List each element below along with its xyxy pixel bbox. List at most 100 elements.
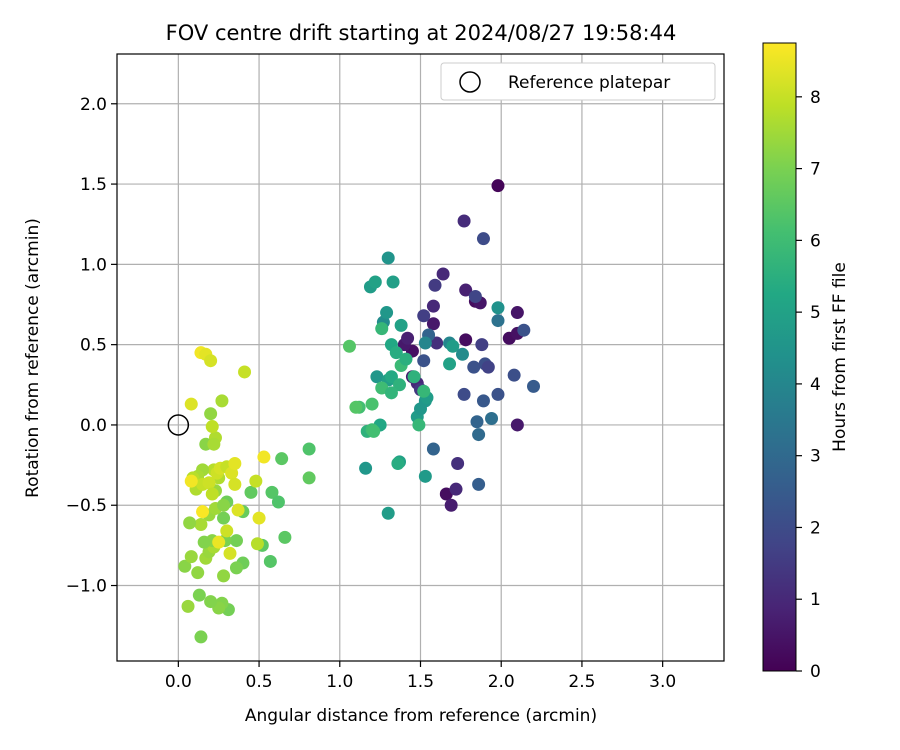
data-point <box>457 214 471 228</box>
data-point <box>491 179 505 193</box>
data-point <box>370 370 384 384</box>
data-point <box>426 317 440 331</box>
data-point <box>229 561 243 575</box>
data-point <box>485 412 499 426</box>
data-point <box>217 511 231 525</box>
colorbar-ticks: 0 1 2 3 4 5 6 7 8 <box>796 88 821 682</box>
data-point <box>244 485 258 499</box>
data-point <box>491 387 505 401</box>
data-point <box>204 595 218 609</box>
chart-title: FOV centre drift starting at 2024/08/27 … <box>166 21 677 45</box>
x-tick-label: 1.0 <box>326 672 353 692</box>
data-point <box>417 384 431 398</box>
data-point <box>381 251 395 265</box>
data-point <box>228 456 242 470</box>
x-tick-label: 1.5 <box>407 672 434 692</box>
data-point <box>384 370 398 384</box>
data-point <box>367 424 381 438</box>
data-point <box>476 394 490 408</box>
data-point <box>257 450 271 464</box>
reference-marker <box>167 414 190 436</box>
colorbar-label: Hours from first FF file <box>830 262 850 452</box>
data-point <box>278 530 292 544</box>
data-point <box>491 301 505 315</box>
data-point <box>399 352 413 366</box>
data-point <box>252 511 266 525</box>
y-tick-label: 1.5 <box>80 175 107 195</box>
data-point <box>205 487 219 501</box>
data-point <box>470 415 484 429</box>
colorbar-tick-label: 3 <box>810 447 821 467</box>
data-point <box>481 360 495 374</box>
data-point <box>202 476 216 490</box>
data-point <box>184 397 198 411</box>
data-point <box>412 418 426 432</box>
data-point <box>229 534 243 548</box>
data-point <box>265 485 279 499</box>
data-point <box>220 524 234 538</box>
y-tick-label: 0.5 <box>80 336 107 356</box>
data-point <box>446 339 460 353</box>
data-point <box>181 599 195 613</box>
data-point <box>443 357 457 371</box>
y-tick-label: 0.0 <box>80 416 107 436</box>
legend-box <box>440 62 716 101</box>
data-point <box>467 360 481 374</box>
data-point <box>228 477 242 491</box>
y-axis-label: Rotation from reference (arcmin) <box>23 218 43 498</box>
colorbar-tick-label: 1 <box>810 590 821 610</box>
data-point <box>459 333 473 347</box>
data-point <box>381 506 395 520</box>
data-point <box>417 354 431 368</box>
data-point <box>491 314 505 328</box>
data-point <box>375 381 389 395</box>
data-point <box>191 566 205 580</box>
colorbar-gradient <box>762 42 797 672</box>
legend-reference-icon <box>459 71 481 93</box>
data-point <box>368 275 382 289</box>
data-point <box>449 482 463 496</box>
data-point <box>468 289 482 303</box>
x-tick-label: 2.0 <box>488 672 515 692</box>
data-point <box>426 299 440 313</box>
data-point <box>430 336 444 350</box>
data-point <box>178 559 192 573</box>
colorbar-tick-label: 7 <box>810 160 821 180</box>
data-point <box>384 386 398 400</box>
grid-lines <box>117 54 724 661</box>
data-point <box>418 336 432 350</box>
colorbar-tick-label: 8 <box>810 88 821 108</box>
data-point <box>194 630 208 644</box>
data-point <box>365 397 379 411</box>
data-point <box>349 400 363 414</box>
data-point <box>204 407 218 421</box>
data-point <box>342 339 356 353</box>
data-point <box>476 232 490 246</box>
data-point <box>212 535 226 549</box>
y-axis-ticks: −1.0 −0.5 0.0 0.5 1.0 1.5 2.0 <box>66 95 117 597</box>
data-point <box>302 471 316 485</box>
data-point <box>263 554 277 568</box>
data-point <box>375 322 389 336</box>
colorbar: 0 1 2 3 4 5 6 7 8 Hours from first FF file <box>762 42 850 682</box>
y-tick-label: −1.0 <box>66 577 107 597</box>
data-point <box>184 550 198 564</box>
data-point <box>192 588 206 602</box>
data-point <box>510 306 524 320</box>
data-point <box>455 347 469 361</box>
data-point <box>196 505 210 519</box>
data-point <box>472 477 486 491</box>
x-tick-label: 3.0 <box>649 672 676 692</box>
x-axis-ticks: 0.0 0.5 1.0 1.5 2.0 2.5 3.0 <box>165 661 676 692</box>
data-point <box>394 318 408 332</box>
data-point <box>417 309 431 323</box>
x-tick-label: 0.0 <box>165 672 192 692</box>
data-point <box>527 379 541 393</box>
data-point <box>389 346 403 360</box>
data-point <box>391 456 405 470</box>
y-tick-label: −0.5 <box>66 496 107 516</box>
data-point <box>444 498 458 512</box>
x-tick-label: 0.5 <box>246 672 273 692</box>
data-point <box>380 306 394 320</box>
